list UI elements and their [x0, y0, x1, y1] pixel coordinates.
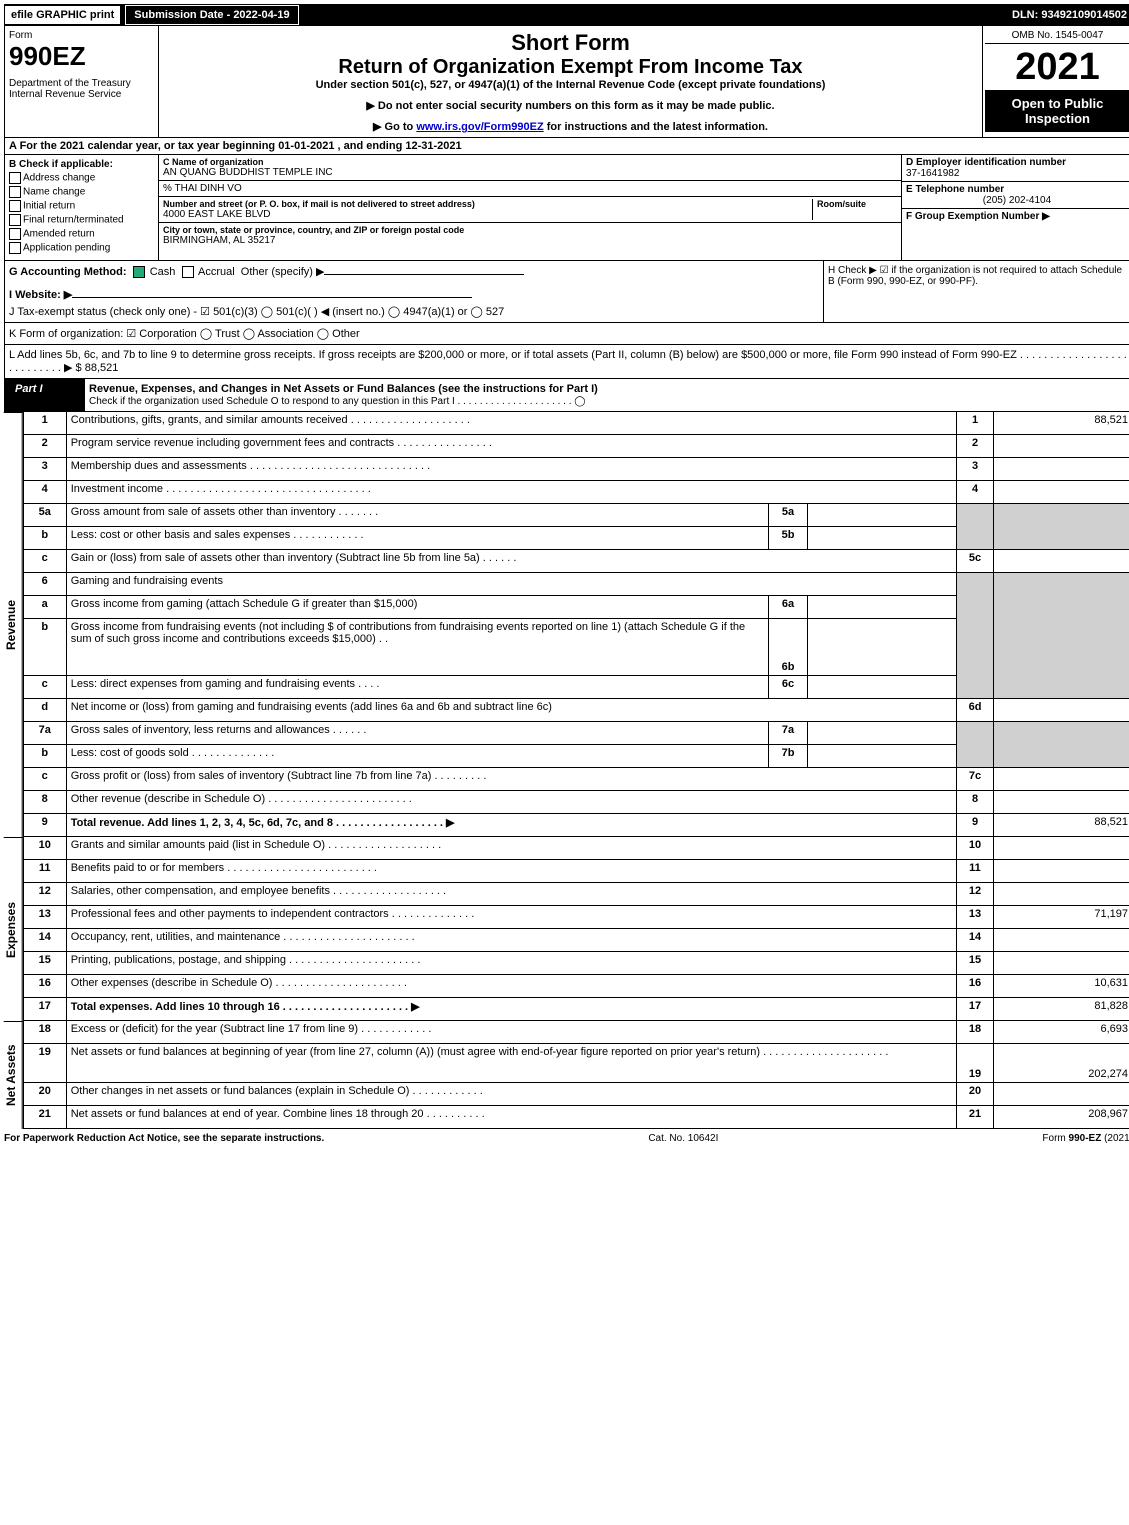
section-c: C Name of organization AN QUANG BUDDHIST…: [159, 155, 902, 260]
omb-number: OMB No. 1545-0047: [985, 28, 1129, 44]
check-application-pending[interactable]: Application pending: [9, 242, 154, 254]
check-final-return[interactable]: Final return/terminated: [9, 214, 154, 226]
line-10: 10Grants and similar amounts paid (list …: [23, 837, 1129, 860]
g-label: G Accounting Method:: [9, 266, 127, 278]
check-amended-return[interactable]: Amended return: [9, 228, 154, 240]
part1-subtitle: Check if the organization used Schedule …: [89, 396, 585, 407]
city-state-zip: BIRMINGHAM, AL 35217: [163, 235, 897, 246]
line-3: 3Membership dues and assessments . . . .…: [23, 458, 1129, 481]
submission-date-button[interactable]: Submission Date - 2022-04-19: [125, 5, 298, 25]
section-j: J Tax-exempt status (check only one) - ☑…: [9, 305, 819, 318]
form-header: Form 990EZ Department of the Treasury In…: [4, 26, 1129, 138]
goto-post: for instructions and the latest informat…: [544, 121, 768, 133]
line-20: 20Other changes in net assets or fund ba…: [23, 1083, 1129, 1106]
check-address-change[interactable]: Address change: [9, 172, 154, 184]
phone: (205) 202-4104: [906, 195, 1128, 206]
section-b-title: B Check if applicable:: [9, 159, 154, 170]
irs-link[interactable]: www.irs.gov/Form990EZ: [416, 121, 543, 133]
street-address: 4000 EAST LAKE BLVD: [163, 209, 812, 220]
tax-year: 2021: [985, 44, 1129, 90]
subtitle: Under section 501(c), 527, or 4947(a)(1)…: [163, 79, 978, 91]
line-8: 8Other revenue (describe in Schedule O) …: [23, 791, 1129, 814]
efile-print-button[interactable]: efile GRAPHIC print: [4, 5, 121, 25]
revenue-side-label: Revenue: [4, 412, 23, 837]
section-gh: G Accounting Method: Cash Accrual Other …: [4, 261, 1129, 323]
section-l: L Add lines 5b, 6c, and 7b to line 9 to …: [4, 345, 1129, 379]
form-number: 990EZ: [9, 41, 154, 72]
label-phone: E Telephone number: [906, 184, 1128, 195]
line-5c: cGain or (loss) from sale of assets othe…: [23, 550, 1129, 573]
section-def: D Employer identification number 37-1641…: [902, 155, 1129, 260]
line-19: 19Net assets or fund balances at beginni…: [23, 1044, 1129, 1083]
info-grid: B Check if applicable: Address change Na…: [4, 155, 1129, 261]
section-i: I Website: ▶: [9, 288, 819, 301]
goto-note: ▶ Go to www.irs.gov/Form990EZ for instru…: [163, 120, 978, 133]
goto-pre: ▶ Go to: [373, 121, 416, 133]
section-a: A For the 2021 calendar year, or tax yea…: [4, 138, 1129, 155]
line-18: 18Excess or (deficit) for the year (Subt…: [23, 1021, 1129, 1044]
line-14: 14Occupancy, rent, utilities, and mainte…: [23, 929, 1129, 952]
netassets-table: 18Excess or (deficit) for the year (Subt…: [23, 1021, 1129, 1129]
inspection-label: Open to Public Inspection: [985, 90, 1129, 132]
check-cash[interactable]: [133, 266, 145, 278]
top-bar: efile GRAPHIC print Submission Date - 20…: [4, 4, 1129, 26]
line-17: 17Total expenses. Add lines 10 through 1…: [23, 998, 1129, 1021]
expenses-section: Expenses 10Grants and similar amounts pa…: [4, 837, 1129, 1021]
section-b: B Check if applicable: Address change Na…: [5, 155, 159, 260]
section-k: K Form of organization: ☑ Corporation ◯ …: [4, 323, 1129, 345]
department-label: Department of the Treasury Internal Reve…: [9, 78, 154, 100]
section-g: G Accounting Method: Cash Accrual Other …: [9, 265, 819, 278]
line-15: 15Printing, publications, postage, and s…: [23, 952, 1129, 975]
line-2: 2Program service revenue including gover…: [23, 435, 1129, 458]
label-street: Number and street (or P. O. box, if mail…: [163, 199, 812, 209]
expenses-side-label: Expenses: [4, 837, 23, 1021]
line-21: 21Net assets or fund balances at end of …: [23, 1106, 1129, 1129]
line-4: 4Investment income . . . . . . . . . . .…: [23, 481, 1129, 504]
check-initial-return[interactable]: Initial return: [9, 200, 154, 212]
label-city: City or town, state or province, country…: [163, 225, 897, 235]
netassets-section: Net Assets 18Excess or (deficit) for the…: [4, 1021, 1129, 1129]
website-input[interactable]: [72, 297, 472, 298]
line-5a: 5aGross amount from sale of assets other…: [23, 504, 1129, 527]
check-name-change[interactable]: Name change: [9, 186, 154, 198]
line-6: 6Gaming and fundraising events: [23, 573, 1129, 596]
label-ein: D Employer identification number: [906, 157, 1128, 168]
dln-label: DLN: 93492109014502: [1012, 9, 1129, 21]
footer-right: Form 990-EZ (2021): [1042, 1133, 1129, 1144]
short-form-title: Short Form: [163, 30, 978, 56]
label-room: Room/suite: [817, 199, 897, 209]
check-accrual[interactable]: [182, 266, 194, 278]
line-7c: cGross profit or (loss) from sales of in…: [23, 768, 1129, 791]
part1-label: Part I: [5, 379, 85, 411]
care-of: % THAI DINH VO: [159, 181, 901, 197]
netassets-side-label: Net Assets: [4, 1021, 23, 1129]
part1-title: Revenue, Expenses, and Changes in Net As…: [89, 383, 598, 395]
expenses-table: 10Grants and similar amounts paid (list …: [23, 837, 1129, 1021]
section-h: H Check ▶ ☑ if the organization is not r…: [823, 261, 1129, 322]
line-12: 12Salaries, other compensation, and empl…: [23, 883, 1129, 906]
revenue-table: 1Contributions, gifts, grants, and simil…: [23, 412, 1129, 837]
footer-center: Cat. No. 10642I: [648, 1133, 718, 1144]
revenue-section: Revenue 1Contributions, gifts, grants, a…: [4, 412, 1129, 837]
org-name: AN QUANG BUDDHIST TEMPLE INC: [163, 167, 897, 178]
line-1: 1Contributions, gifts, grants, and simil…: [23, 412, 1129, 435]
line-13: 13Professional fees and other payments t…: [23, 906, 1129, 929]
line-9: 9Total revenue. Add lines 1, 2, 3, 4, 5c…: [23, 814, 1129, 837]
line-7a: 7aGross sales of inventory, less returns…: [23, 722, 1129, 745]
other-specify-input[interactable]: [324, 274, 524, 275]
line-11: 11Benefits paid to or for members . . . …: [23, 860, 1129, 883]
ssn-note: ▶ Do not enter social security numbers o…: [163, 99, 978, 112]
gross-receipts-amount: 88,521: [85, 362, 119, 374]
main-title: Return of Organization Exempt From Incom…: [163, 56, 978, 79]
label-group-exemption: F Group Exemption Number ▶: [906, 211, 1128, 222]
line-16: 16Other expenses (describe in Schedule O…: [23, 975, 1129, 998]
footer-left: For Paperwork Reduction Act Notice, see …: [4, 1133, 324, 1144]
form-label: Form: [9, 30, 32, 41]
line-6d: dNet income or (loss) from gaming and fu…: [23, 699, 1129, 722]
label-org-name: C Name of organization: [163, 157, 897, 167]
ein: 37-1641982: [906, 168, 1128, 179]
part1-header: Part I Revenue, Expenses, and Changes in…: [4, 379, 1129, 412]
page-footer: For Paperwork Reduction Act Notice, see …: [4, 1129, 1129, 1148]
